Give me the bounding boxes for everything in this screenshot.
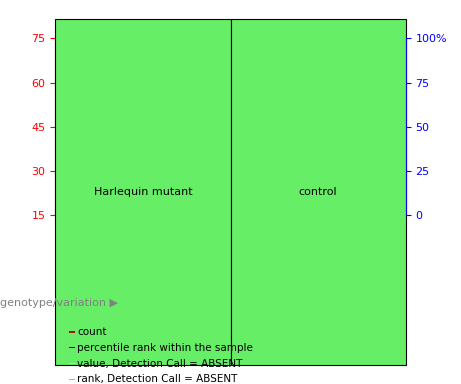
Bar bbox=[369, 190, 384, 215]
Text: percentile rank within the sample: percentile rank within the sample bbox=[77, 343, 254, 353]
Text: Harlequin mutant: Harlequin mutant bbox=[94, 187, 192, 197]
Bar bbox=[69, 347, 75, 348]
Text: GSM149360: GSM149360 bbox=[79, 218, 89, 278]
Text: value, Detection Call = ABSENT: value, Detection Call = ABSENT bbox=[77, 359, 243, 369]
Text: rank, Detection Call = ABSENT: rank, Detection Call = ABSENT bbox=[77, 374, 238, 384]
Bar bbox=[194, 77, 208, 215]
Text: control: control bbox=[299, 187, 337, 197]
Bar bbox=[77, 169, 92, 215]
Text: GSM149365: GSM149365 bbox=[372, 218, 382, 278]
Text: GSM149362: GSM149362 bbox=[196, 218, 207, 278]
Bar bbox=[230, 19, 406, 365]
Text: genotype/variation ▶: genotype/variation ▶ bbox=[0, 298, 118, 308]
Bar bbox=[69, 331, 75, 333]
Bar bbox=[69, 363, 75, 364]
Bar bbox=[253, 156, 267, 215]
Bar bbox=[136, 197, 150, 215]
Bar bbox=[311, 127, 325, 215]
Text: GSM149364: GSM149364 bbox=[313, 218, 323, 278]
Text: GSM149363: GSM149363 bbox=[254, 218, 265, 278]
Title: GDS3365 / 1457692_at: GDS3365 / 1457692_at bbox=[150, 22, 311, 36]
Bar bbox=[69, 379, 75, 380]
Text: GSM149361: GSM149361 bbox=[138, 218, 148, 278]
Bar bbox=[55, 19, 230, 365]
Text: count: count bbox=[77, 327, 107, 337]
